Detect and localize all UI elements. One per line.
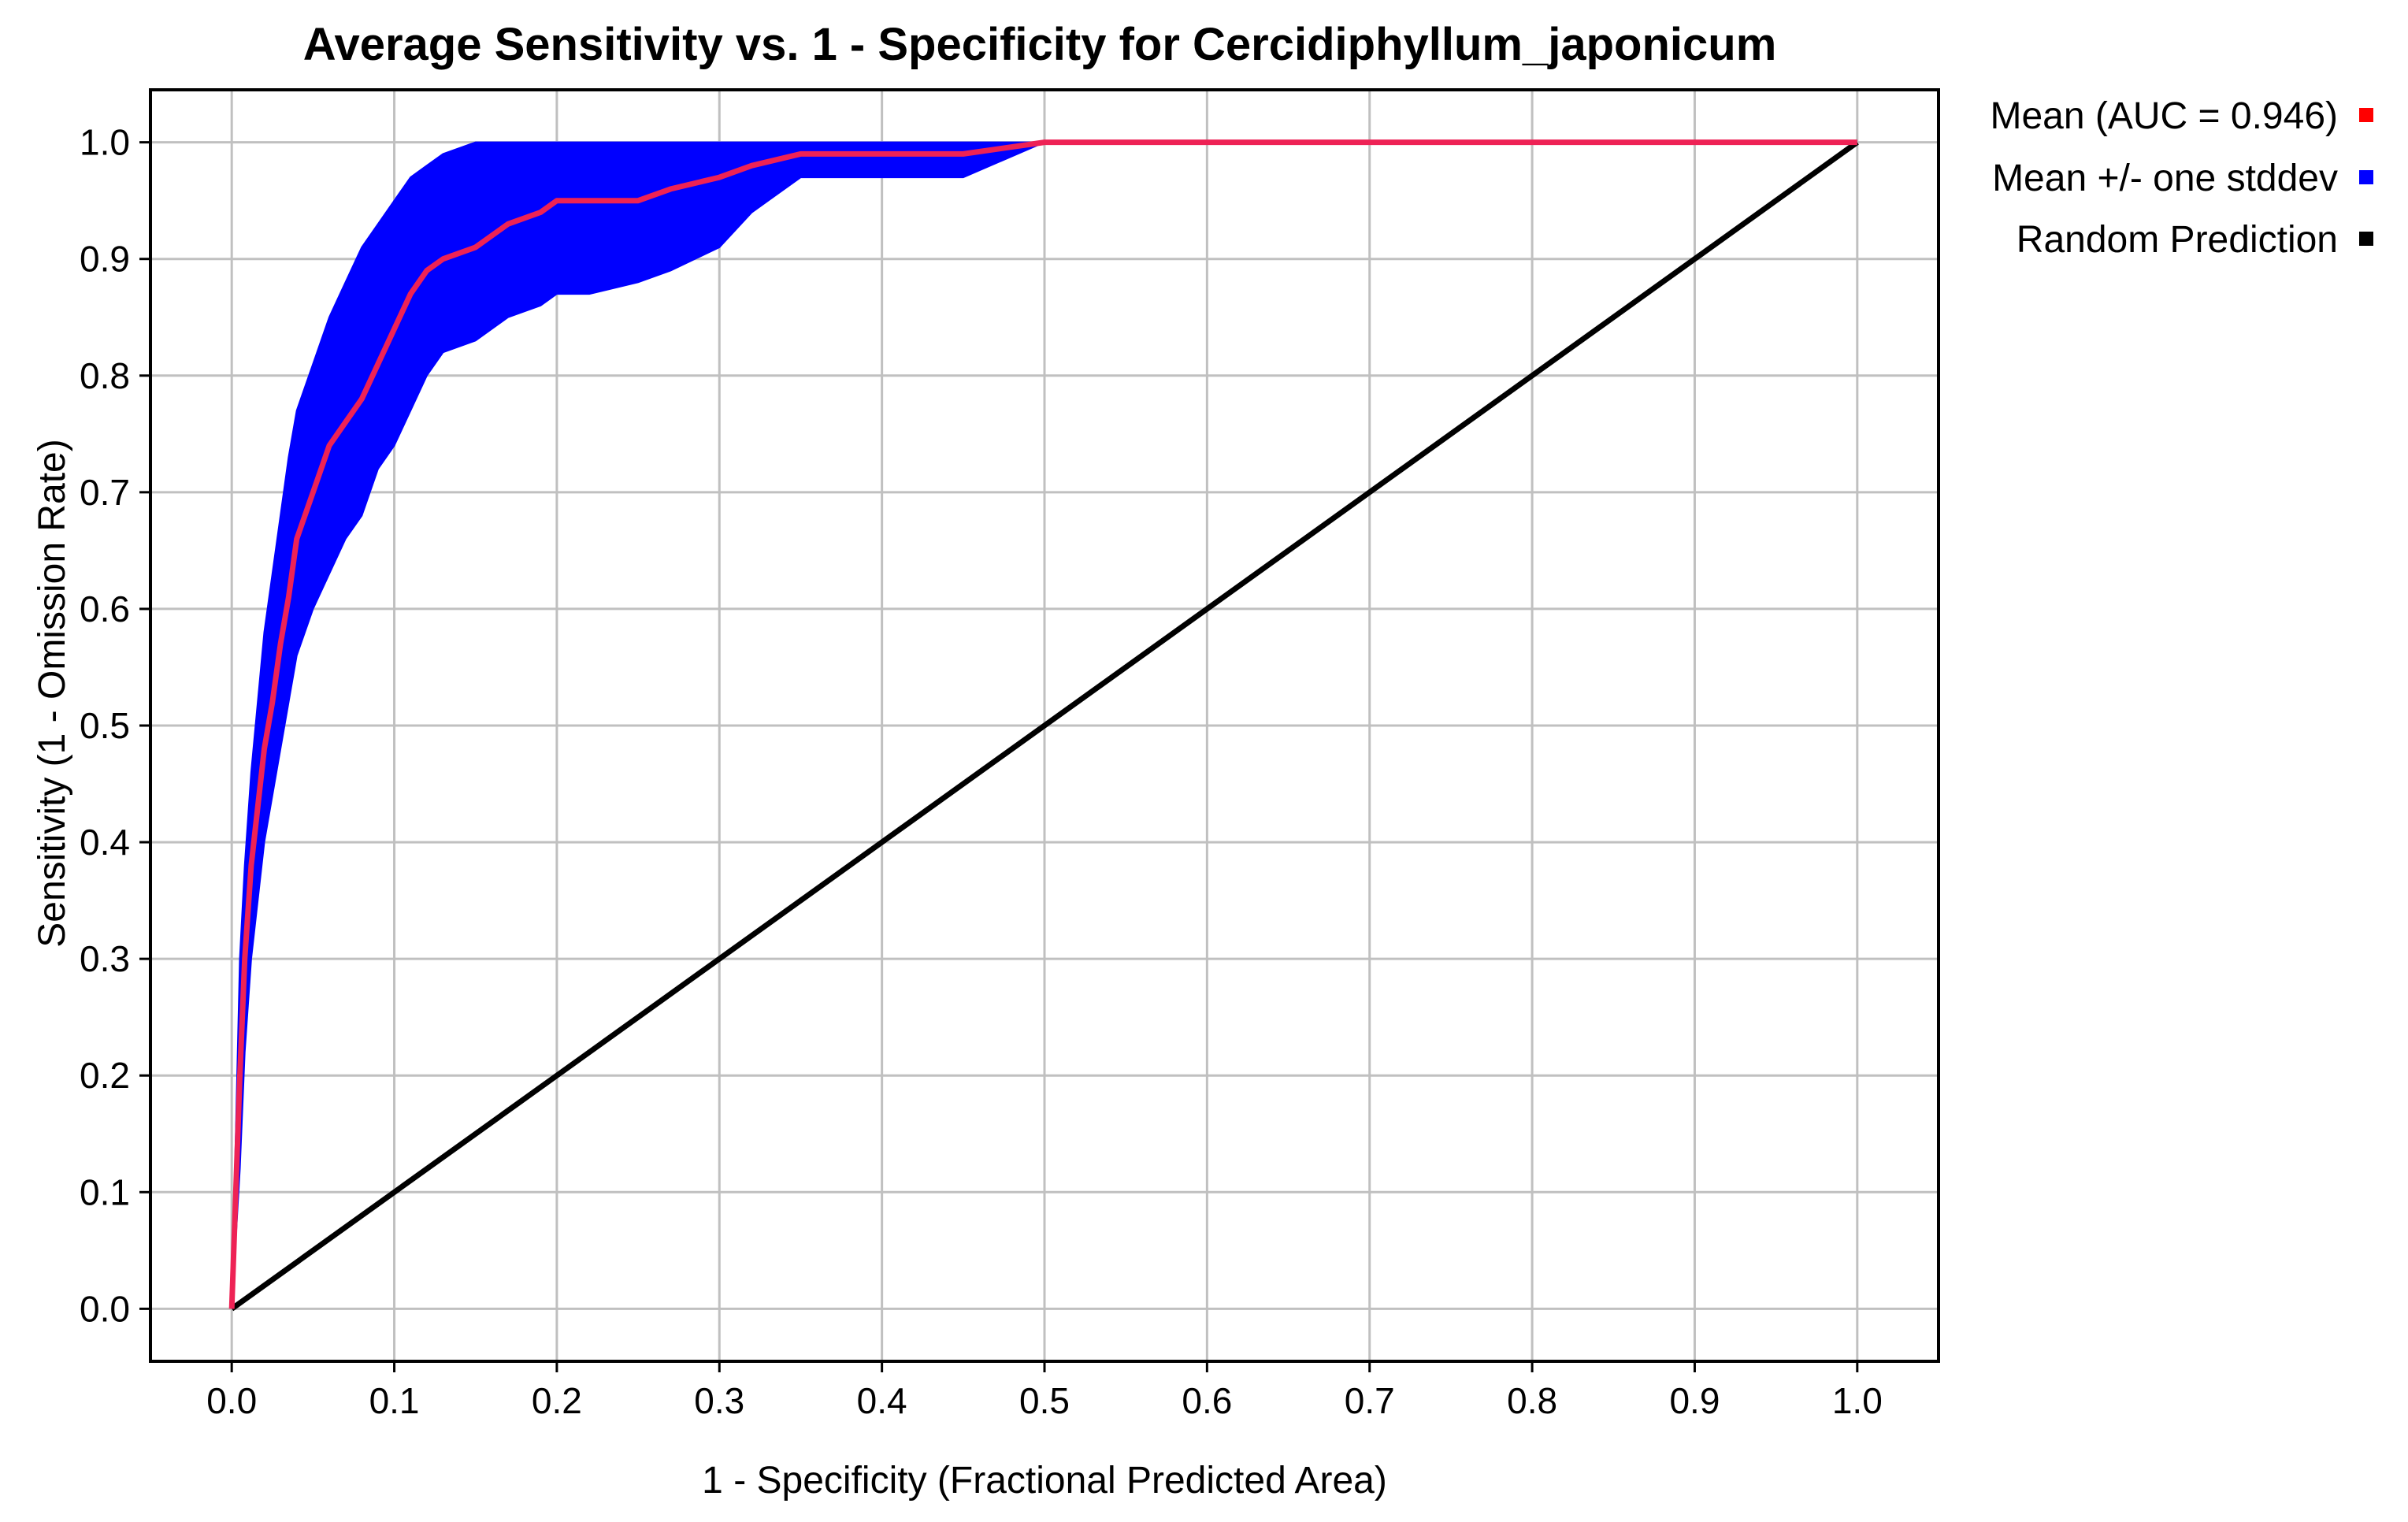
x-axis-label: 1 - Specificity (Fractional Predicted Ar…	[702, 1460, 1387, 1502]
y-tick-label: 1.0	[80, 122, 130, 163]
x-tick-label: 0.6	[1182, 1380, 1232, 1421]
y-tick-label: 0.9	[80, 239, 130, 280]
x-tick-label: 1.0	[1832, 1380, 1883, 1421]
legend-swatch	[2359, 232, 2373, 246]
x-axis: 0.0 0.1 0.2 0.3 0.4 0.5 0.6 0.7 0.8 0.9 1.0	[206, 1361, 1883, 1421]
legend: Mean (AUC = 0.946) Mean +/- one stddev Ran…	[1990, 95, 2373, 261]
x-tick-label: 0.8	[1507, 1380, 1557, 1421]
series-lines	[228, 139, 1859, 1312]
y-tick-label: 0.0	[80, 1288, 130, 1329]
legend-swatch	[2359, 170, 2373, 184]
legend-label: Mean (AUC = 0.946)	[1990, 95, 2338, 137]
y-tick-label: 0.4	[80, 822, 130, 863]
x-tick-label: 0.9	[1669, 1380, 1720, 1421]
y-tick-label: 0.7	[80, 472, 130, 513]
chart-title: Average Sensitivity vs. 1 - Specificity …	[303, 19, 1777, 70]
y-tick-label: 0.1	[80, 1171, 130, 1212]
y-tick-label: 0.3	[80, 938, 130, 979]
y-tick-label: 0.2	[80, 1055, 130, 1096]
x-tick-label: 0.3	[694, 1380, 744, 1421]
legend-label: Random Prediction	[2017, 219, 2338, 261]
x-tick-label: 0.4	[857, 1380, 907, 1421]
legend-label: Mean +/- one stddev	[1992, 158, 2338, 199]
series-line-mean	[228, 139, 1857, 1309]
x-tick-label: 0.5	[1019, 1380, 1070, 1421]
y-axis-label: Sensitivity (1 - Omission Rate)	[32, 439, 73, 948]
y-tick-label: 0.6	[80, 588, 130, 629]
series-line-random	[230, 139, 1859, 1312]
y-tick-label: 0.8	[80, 355, 130, 396]
x-tick-label: 0.1	[369, 1380, 420, 1421]
x-tick-label: 0.7	[1345, 1380, 1395, 1421]
series-band-stddev	[231, 141, 1857, 1309]
y-tick-label: 0.5	[80, 705, 130, 746]
x-tick-label: 0.0	[206, 1380, 257, 1421]
legend-swatch	[2359, 108, 2373, 122]
stddev-band	[231, 141, 1857, 1309]
y-axis: 0.0 0.1 0.2 0.3 0.4 0.5 0.6 0.7 0.8 0.9 1.0	[80, 122, 150, 1329]
x-tick-label: 0.2	[532, 1380, 582, 1421]
